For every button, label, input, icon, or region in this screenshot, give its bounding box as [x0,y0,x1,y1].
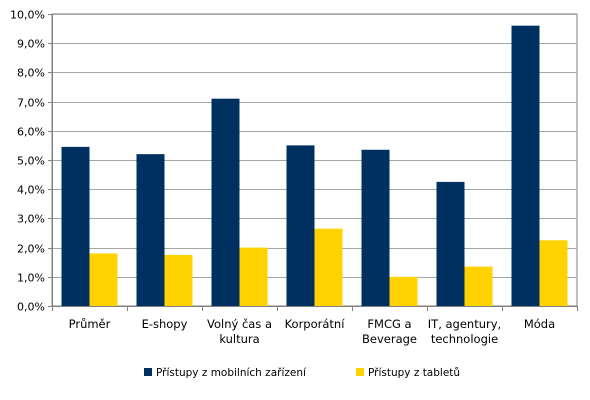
bar-mobile [436,181,465,306]
category-label: Průměr [69,317,111,331]
bar-mobile [211,98,240,307]
bars [61,25,568,307]
y-tick-label: 3,0% [17,213,45,226]
y-tick-label: 7,0% [17,97,45,110]
x-axis: Průměr E-shopy Volný čas a kultura Korporátn… [52,306,578,346]
category-label: Volný čas a kultura [207,317,272,346]
bar-mobile [136,154,165,306]
y-axis: 0,0% 1,0% 2,0% 3,0% 4,0% 5,0% 6,0% 7,0% 8,0% 9,0%… [10,9,53,314]
y-tick-label: 8,0% [17,67,45,80]
bar-mobile [61,146,90,306]
legend: Přístupy z mobilních zařízení Přístupy z … [144,367,460,379]
y-tick-label: 4,0% [17,184,45,197]
bar-mobile [361,149,390,306]
category-label: E-shopy [142,317,188,331]
y-tick-label: 2,0% [17,243,45,256]
category-label: FMCG a Beverage [362,317,417,346]
bar-tablet [464,266,493,306]
legend-label: Přístupy z mobilních zařízení [156,367,307,379]
category-label: Móda [524,317,555,331]
bar-mobile [286,145,315,306]
bar-tablet [389,276,418,306]
y-tick-label: 10,0% [10,9,45,22]
y-tick-label: 0,0% [17,301,45,314]
y-tick-label: 6,0% [17,126,45,139]
bar-tablet [89,253,118,306]
bar-mobile [511,25,540,307]
legend-label: Přístupy z tabletů [368,367,460,379]
category-label: Korporátní [285,317,346,331]
y-tick-label: 5,0% [17,155,45,168]
bar-tablet [539,240,568,306]
legend-swatch [356,368,364,376]
legend-swatch [144,368,152,376]
bar-tablet [314,228,343,306]
bar-tablet [164,254,193,306]
y-tick-label: 9,0% [17,38,45,51]
category-label: IT, agentury, technologie [428,317,501,346]
bar-tablet [239,247,268,306]
y-tick-label: 1,0% [17,272,45,285]
